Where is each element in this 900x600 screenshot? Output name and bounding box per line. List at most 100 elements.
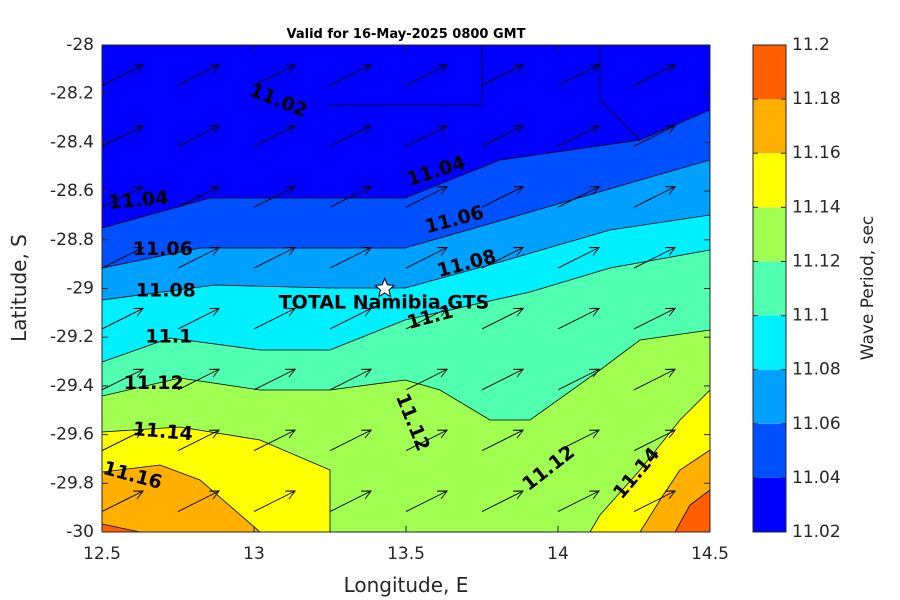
wave-arrow [177, 125, 221, 147]
contour-label: 11.14 [132, 418, 194, 445]
wave-arrow [405, 125, 449, 147]
colorbar-swatch [753, 369, 786, 424]
wave-arrow [177, 490, 221, 512]
x-tick-label: 13.5 [387, 544, 425, 564]
wave-arrow [102, 125, 145, 147]
wave-arrow [102, 368, 145, 391]
wave-arrow [329, 64, 373, 86]
wave-arrow [633, 429, 677, 452]
wave-arrow [177, 307, 221, 330]
y-tick-label: -28.2 [50, 84, 94, 104]
colorbar-swatch [753, 261, 786, 316]
y-axis-label: Latitude, S [7, 234, 31, 342]
contour-label: 11.06 [133, 238, 193, 260]
colorbar-tick-label: 11.12 [792, 251, 841, 271]
wave-arrow [405, 368, 449, 391]
wave-arrow [102, 186, 145, 208]
colorbar-swatch [753, 423, 786, 478]
wave-arrow [557, 186, 601, 208]
colorbar-swatch [753, 315, 786, 370]
wave-arrow [177, 247, 221, 269]
contour-band-corner-3 [674, 489, 710, 532]
colorbar-swatch [753, 45, 786, 100]
wave-arrow [102, 429, 145, 452]
wave-arrow [481, 307, 525, 330]
colorbar-label: Wave Period, sec [858, 216, 878, 361]
wave-arrow [481, 247, 525, 269]
wave-arrow [253, 125, 297, 147]
x-tick-label: 12.5 [83, 544, 121, 564]
wave-arrow [177, 64, 221, 86]
wave-arrow [329, 247, 373, 269]
y-tick-label: -29.8 [50, 473, 94, 493]
y-tick-label: -29 [66, 279, 94, 299]
wave-arrow [253, 429, 297, 452]
colorbar-swatch [753, 477, 786, 532]
contour-line-extra [599, 45, 641, 141]
wave-arrow [633, 186, 677, 208]
colorbar: 11.02 11.04 11.06 11.08 11.1 11.12 11.14 11.16 1… [752, 35, 841, 542]
wave-arrow [177, 368, 221, 391]
colorbar-tick-label: 11.08 [792, 360, 841, 380]
colorbar-swatch [753, 153, 786, 208]
contour-label: 11.08 [136, 279, 196, 301]
wave-arrow [253, 368, 297, 391]
colorbar-swatch [753, 207, 786, 262]
wave-arrow [633, 125, 677, 147]
chart-title: Valid for 16-May-2025 0800 GMT [287, 27, 526, 42]
colorbar-swatch [753, 99, 786, 154]
wave-arrow [557, 125, 601, 147]
colorbar-tick-label: 11.18 [792, 89, 841, 109]
y-tick-label: -30 [66, 522, 94, 542]
wave-arrow [329, 307, 373, 330]
contour-label: 11.1 [145, 326, 192, 348]
colorbar-tick-label: 11.02 [792, 522, 841, 542]
colorbar-tick-label: 11.2 [792, 35, 830, 55]
x-axis-ticks: 12.5 13 13.5 14 14.5 [83, 45, 729, 564]
contour-bands [102, 45, 710, 532]
wave-arrow [633, 490, 677, 512]
wave-arrow [102, 490, 145, 512]
colorbar-tick-label: 11.06 [792, 414, 841, 434]
wave-arrow [633, 368, 677, 391]
wave-arrow [633, 247, 677, 269]
colorbar-tick-label: 11.1 [792, 306, 830, 326]
wave-arrow [329, 368, 373, 391]
wave-arrow [405, 64, 449, 86]
star-icon [373, 277, 396, 298]
wave-arrow [329, 490, 373, 512]
wave-arrow [557, 429, 601, 452]
wave-arrow [557, 368, 601, 391]
wave-arrow [481, 490, 525, 512]
colorbar-tick-label: 11.14 [792, 197, 841, 217]
y-tick-label: -28.8 [50, 230, 94, 250]
wave-arrow [633, 307, 677, 330]
wave-arrow [253, 307, 297, 330]
wave-arrow [481, 186, 525, 208]
x-axis-label: Longitude, E [344, 573, 469, 597]
wave-arrow [405, 307, 449, 330]
wave-arrow [329, 429, 373, 452]
wave-arrow [481, 64, 525, 86]
wave-arrow [253, 64, 297, 86]
wave-arrow [329, 186, 373, 208]
y-tick-label: -28.6 [50, 181, 94, 201]
wave-arrow [102, 64, 145, 86]
wave-arrow [557, 247, 601, 269]
location-label: TOTAL Namibia GTS [279, 292, 490, 314]
location-annotation: TOTAL Namibia GTS [279, 277, 490, 314]
contour-label: 11.04 [108, 187, 170, 214]
wave-arrow [329, 125, 373, 147]
wave-arrow [557, 307, 601, 330]
wave-arrow [405, 247, 449, 269]
wave-arrow [481, 368, 525, 391]
wave-arrow [253, 490, 297, 512]
contour-label: 11.12 [124, 372, 184, 394]
x-tick-label: 13 [243, 544, 265, 564]
colorbar-tick-label: 11.16 [792, 143, 841, 163]
wave-arrow [405, 186, 449, 208]
y-axis-ticks: -28 -28.2 -28.4 -28.6 -28.8 -29 -29.2 -29.4 -29.… [50, 35, 710, 542]
contour-band-8 [102, 464, 261, 532]
wave-arrow [253, 247, 297, 269]
